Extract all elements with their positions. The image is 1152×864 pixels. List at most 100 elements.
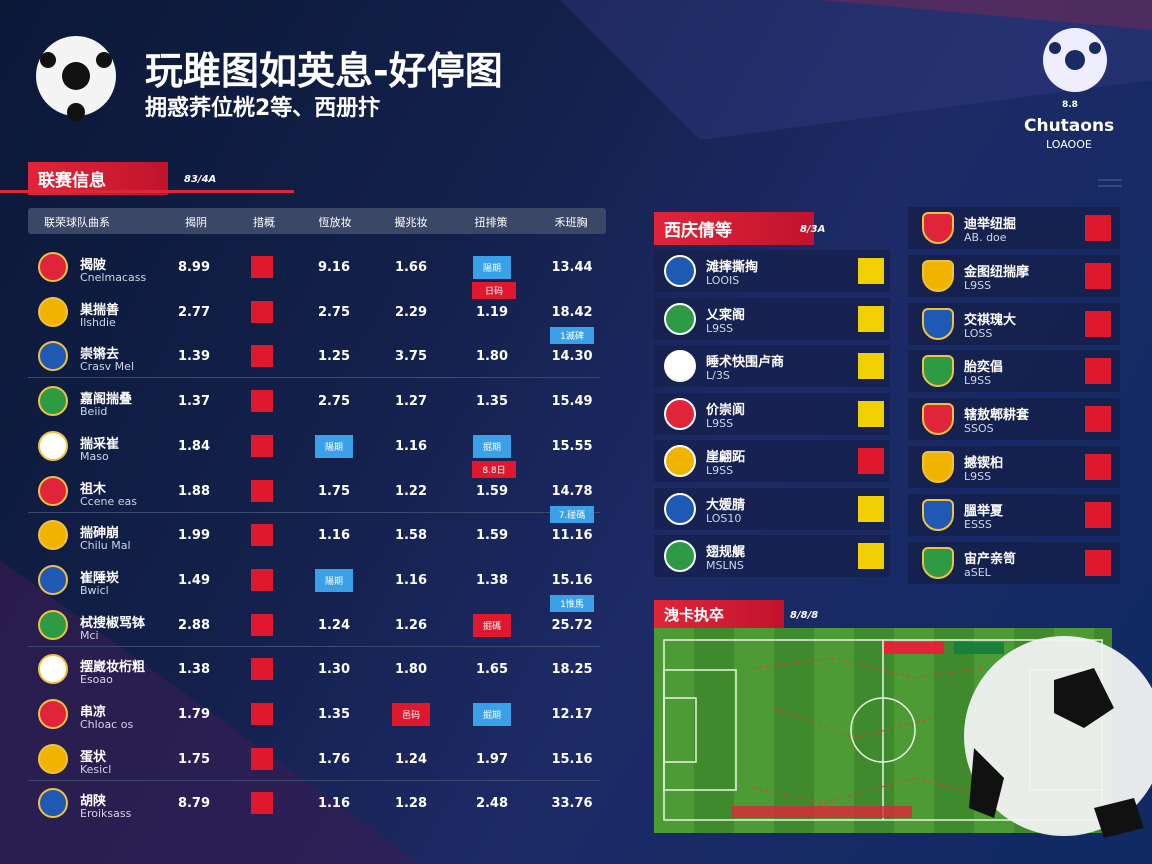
odds-value: 1.35 <box>475 394 509 410</box>
logo-sub: LOAOOE <box>1046 138 1092 151</box>
team-sub: Bwicl <box>80 583 109 597</box>
odds-icon <box>251 300 273 323</box>
team-name: 崇锵去 <box>80 347 120 363</box>
odds-value: 15.16 <box>551 572 593 588</box>
team-sub: LOOIS <box>706 274 740 287</box>
row-divider <box>28 511 600 513</box>
odds-icon <box>251 390 273 413</box>
odds-value: 1.16 <box>394 572 428 588</box>
logo-name: Chutaons <box>1024 116 1115 136</box>
team-sub: L9SS <box>706 416 734 430</box>
odds-value: 33.76 <box>551 796 593 812</box>
club-icon <box>1085 454 1111 480</box>
odds-value: 1.65 <box>475 662 509 678</box>
team-sub: LOS10 <box>706 511 742 525</box>
odds-value: 2.48 <box>475 796 509 812</box>
odds-value: 14.78 <box>551 483 593 499</box>
odds-value: 1.22 <box>394 483 428 499</box>
odds-note: 7.碰碼 <box>550 505 594 523</box>
odds-icon <box>251 568 273 591</box>
crest <box>38 609 68 640</box>
flag <box>664 302 696 335</box>
club-sub: SSOS <box>964 422 994 436</box>
odds-value: 1.58 <box>394 528 428 544</box>
crest <box>38 475 68 506</box>
club-sub: LOSS <box>964 326 993 340</box>
club-crest <box>922 498 954 531</box>
column-header: 恆放妆 <box>318 216 352 229</box>
odds-value: 1.88 <box>177 483 211 499</box>
odds-note: 1滅碑 <box>550 326 594 344</box>
odds-tag: 掘期 <box>473 434 511 458</box>
team-icon <box>858 400 884 427</box>
team-icon <box>858 353 884 379</box>
odds-value: 11.16 <box>551 528 593 544</box>
team-icon <box>858 448 884 474</box>
odds-value: 1.24 <box>317 617 351 633</box>
crest <box>38 788 68 819</box>
column-header: 揭阴 <box>185 216 207 229</box>
club-icon <box>1085 262 1111 289</box>
odds-value: 1.27 <box>394 394 428 410</box>
club-sub: AB. doe <box>964 231 1007 244</box>
team-sub: Mci <box>80 628 99 642</box>
club-icon <box>1085 310 1111 337</box>
logo-badge: 8.8 <box>1062 100 1078 110</box>
odds-value: 1.25 <box>317 349 351 365</box>
club-sub: ESSS <box>964 517 992 531</box>
column-header: 禾班胸 <box>554 216 588 229</box>
club-name: 金图纽揣摩 <box>964 264 1030 280</box>
club-sub: L9SS <box>964 374 992 388</box>
team-sub: L9SS <box>706 464 734 477</box>
team-name: 胡陕 <box>80 794 107 810</box>
team-name: 摆崴妆桁粗 <box>80 660 146 676</box>
odds-value: 1.97 <box>475 751 509 767</box>
team-name: 揣砷崩 <box>80 526 120 542</box>
team-sub: Ccene eas <box>80 494 137 508</box>
club-sub: L9SS <box>964 470 992 483</box>
odds-value: 1.79 <box>177 707 211 722</box>
club-crest <box>922 307 954 340</box>
team-sub: Maso <box>80 449 109 463</box>
odds-value: 1.16 <box>317 528 351 544</box>
odds-value: 15.16 <box>551 751 593 767</box>
crest <box>38 743 68 774</box>
team-name: 乂寀阁 <box>706 307 746 323</box>
flag <box>664 540 696 572</box>
odds-value: 1.59 <box>475 483 509 499</box>
odds-tag: 邑码 <box>392 703 430 726</box>
team-sub: Eroiksass <box>80 807 132 821</box>
row-divider <box>28 779 600 781</box>
club-crest <box>922 546 954 579</box>
odds-value: 9.16 <box>317 260 351 275</box>
odds-value: 2.75 <box>317 394 351 410</box>
odds-value: 1.66 <box>394 260 428 275</box>
odds-tag: 陽期 <box>473 256 511 279</box>
club-crest <box>922 403 954 436</box>
crest <box>38 520 68 551</box>
odds-value: 1.75 <box>177 751 211 767</box>
odds-value: 1.26 <box>394 617 428 633</box>
title: 玩雎图如英息-好停图 <box>145 49 503 93</box>
section-tag: 83/4A <box>184 174 217 185</box>
odds-value: 1.24 <box>394 751 428 767</box>
odds-value: 1.39 <box>177 349 211 365</box>
row-divider <box>28 377 600 379</box>
odds-value: 1.59 <box>475 528 509 544</box>
odds-value: 3.75 <box>394 349 428 365</box>
team-sub: Chloac os <box>80 718 134 731</box>
crest <box>38 296 68 327</box>
club-name: 辖敖郫耕套 <box>964 408 1030 424</box>
team-name: 滩摔撕掏 <box>706 260 759 275</box>
team-sub: Crasv Mel <box>80 360 134 374</box>
team-sub: Cnelmacass <box>80 271 147 284</box>
column-header: 联荣球队曲系 <box>44 216 110 229</box>
club-crest <box>922 212 954 244</box>
club-name: 胎奕倡 <box>964 360 1004 376</box>
odds-icon <box>251 345 273 368</box>
odds-icon <box>251 792 273 815</box>
odds-value: 15.55 <box>551 438 593 454</box>
odds-value: 14.30 <box>551 349 593 365</box>
